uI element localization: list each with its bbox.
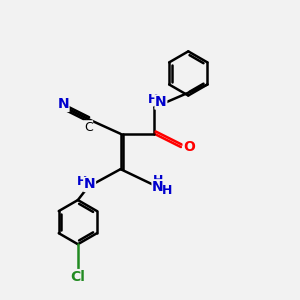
Text: N: N <box>57 98 69 111</box>
Text: O: O <box>183 140 195 154</box>
Text: H: H <box>76 175 87 188</box>
Text: H: H <box>162 184 172 197</box>
Text: Cl: Cl <box>70 270 85 283</box>
Text: N: N <box>84 177 95 191</box>
Text: N: N <box>152 180 164 194</box>
Text: H: H <box>153 173 163 187</box>
Text: N: N <box>155 95 167 109</box>
Text: C: C <box>84 121 92 134</box>
Text: H: H <box>148 93 158 106</box>
